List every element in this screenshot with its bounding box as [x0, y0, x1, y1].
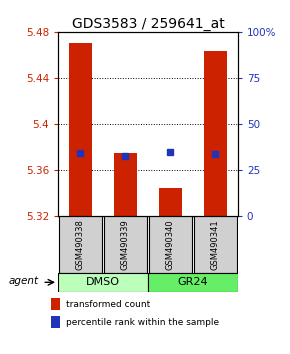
- Bar: [59, 216, 102, 273]
- Title: GDS3583 / 259641_at: GDS3583 / 259641_at: [72, 17, 224, 31]
- Bar: [114, 153, 137, 216]
- Bar: [51, 316, 60, 328]
- Text: transformed count: transformed count: [66, 300, 150, 309]
- Text: agent: agent: [9, 275, 39, 286]
- Bar: [193, 216, 237, 273]
- Bar: [159, 188, 182, 216]
- Bar: [58, 273, 148, 292]
- Text: DMSO: DMSO: [86, 277, 120, 287]
- Bar: [204, 51, 226, 216]
- Bar: [104, 216, 147, 273]
- Text: GSM490340: GSM490340: [166, 219, 175, 270]
- Bar: [51, 298, 60, 310]
- Text: GR24: GR24: [177, 277, 208, 287]
- Text: percentile rank within the sample: percentile rank within the sample: [66, 318, 219, 327]
- Bar: [148, 216, 192, 273]
- Text: GSM490341: GSM490341: [211, 219, 220, 270]
- Text: GSM490339: GSM490339: [121, 219, 130, 270]
- Bar: [69, 44, 92, 216]
- Text: GSM490338: GSM490338: [76, 219, 85, 270]
- Bar: [148, 273, 238, 292]
